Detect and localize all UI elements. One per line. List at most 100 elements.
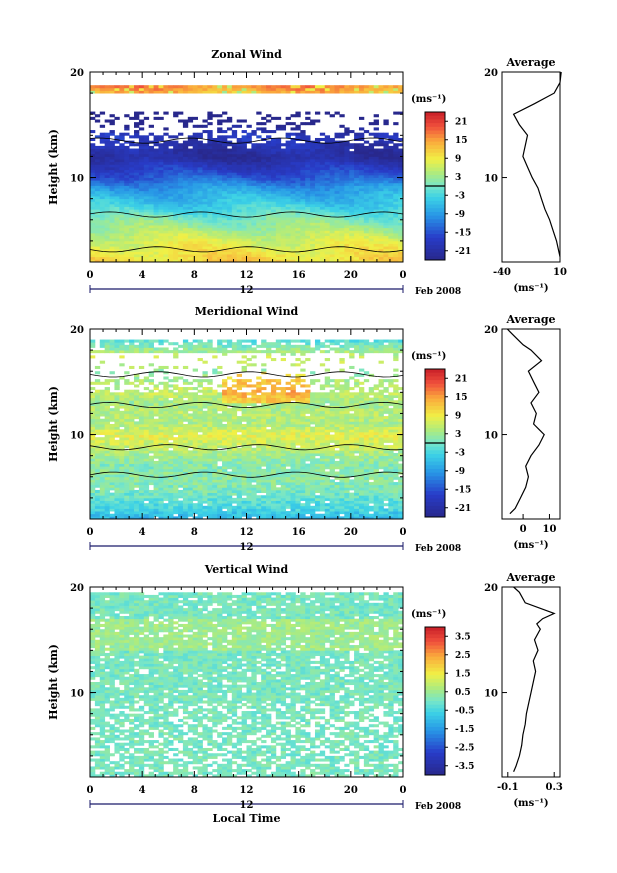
heatmap-cell: [339, 232, 345, 237]
heatmap-cell: [256, 156, 262, 160]
heatmap-cell: [305, 251, 311, 255]
heatmap-cell: [192, 159, 198, 163]
heatmap-cell: [231, 468, 238, 472]
heatmap-cell: [349, 222, 355, 226]
heatmap-cell: [124, 476, 130, 480]
heatmap-cell: [329, 468, 335, 472]
heatmap-cell: [148, 230, 154, 234]
heatmap-cell: [138, 193, 145, 197]
heatmap-cell: [285, 503, 291, 507]
heatmap-cell: [329, 227, 335, 231]
heatmap-cell: [344, 243, 350, 247]
heatmap-cell: [285, 206, 291, 210]
heatmap-cell: [173, 209, 179, 213]
heatmap-cell: [182, 174, 189, 178]
heatmap-cell: [119, 479, 125, 483]
heatmap-cell: [109, 479, 115, 483]
heatmap-cell: [119, 172, 125, 176]
heatmap-cell: [192, 227, 198, 231]
heatmap-cell: [300, 211, 306, 215]
heatmap-cell: [275, 116, 282, 120]
heatmap-cell: [124, 482, 130, 486]
heatmap-cell: [261, 174, 267, 178]
heatmap-cell: [266, 153, 272, 157]
heatmap-cell: [90, 492, 96, 496]
heatmap-cell: [231, 256, 238, 260]
heatmap-cell: [182, 201, 189, 205]
heatmap-cell: [373, 227, 379, 231]
heatmap-cell: [182, 87, 189, 91]
heatmap-cell: [275, 243, 282, 247]
heatmap-cell: [114, 479, 120, 483]
heatmap-cell: [280, 235, 287, 239]
heatmap-cell: [246, 174, 252, 178]
heatmap-cell: [383, 211, 389, 215]
x-tick-label: 0: [400, 270, 407, 281]
heatmap-cell: [354, 248, 360, 252]
heatmap-cell: [222, 164, 228, 168]
heatmap-cell: [324, 256, 331, 260]
heatmap-cell: [217, 174, 223, 178]
heatmap-cell: [138, 167, 145, 171]
heatmap-cell: [378, 161, 384, 165]
heatmap-cell: [363, 130, 370, 134]
heatmap-cell: [358, 497, 365, 501]
heatmap-cell: [388, 193, 394, 197]
heatmap-cell: [314, 137, 321, 142]
heatmap-cell: [143, 230, 150, 234]
heatmap-cell: [373, 482, 379, 486]
heatmap-cell: [305, 172, 311, 176]
heatmap-cell: [134, 116, 140, 120]
heatmap-cell: [241, 145, 247, 149]
heatmap-cell: [217, 169, 223, 173]
heatmap-cell: [280, 174, 287, 178]
heatmap-cell: [358, 503, 365, 507]
heatmap-cell: [231, 489, 238, 494]
heatmap-cell: [212, 85, 218, 89]
heatmap-cell: [236, 190, 243, 194]
heatmap-cell: [270, 235, 277, 239]
heatmap-cell: [236, 500, 243, 504]
heatmap-cell: [319, 495, 326, 499]
heatmap-cell: [280, 151, 287, 155]
heatmap-cell: [256, 248, 262, 252]
heatmap-cell: [222, 471, 228, 475]
heatmap-cell: [334, 489, 340, 494]
heatmap-cell: [134, 222, 140, 226]
heatmap-cell: [261, 161, 267, 165]
heatmap-cell: [109, 474, 115, 478]
heatmap-cell: [310, 156, 316, 160]
heatmap-cell: [148, 174, 154, 178]
heatmap-cell: [212, 140, 218, 144]
heatmap-cell: [241, 222, 247, 226]
heatmap-cell: [187, 174, 194, 178]
heatmap-cell: [226, 225, 233, 229]
heatmap-cell: [280, 164, 287, 168]
heatmap-cell: [388, 198, 394, 202]
colorbar-tick-label: -21: [455, 247, 471, 257]
heatmap-cell: [324, 169, 331, 173]
heatmap-cell: [310, 85, 316, 89]
heatmap-cell: [222, 492, 228, 496]
heatmap-cell: [153, 487, 159, 491]
heatmap-cell: [383, 248, 389, 252]
heatmap-cell: [261, 460, 267, 464]
heatmap-cell: [295, 503, 301, 507]
heatmap-cell: [119, 251, 125, 255]
heatmap-cell: [114, 185, 120, 189]
heatmap-cell: [104, 135, 110, 139]
heatmap-cell: [182, 177, 189, 181]
heatmap-cell: [99, 479, 106, 483]
heatmap-cell: [256, 164, 262, 168]
heatmap-cell: [187, 180, 194, 184]
heatmap-cell: [124, 240, 130, 244]
heatmap-cell: [114, 500, 120, 504]
heatmap-cell: [109, 148, 115, 152]
heatmap-cell: [393, 198, 399, 202]
heatmap-cell: [266, 143, 272, 147]
heatmap-cell: [354, 190, 360, 194]
heatmap-cell: [99, 227, 106, 231]
heatmap-cell: [285, 489, 291, 494]
heatmap-cell: [329, 513, 335, 517]
heatmap-cell: [178, 516, 184, 520]
